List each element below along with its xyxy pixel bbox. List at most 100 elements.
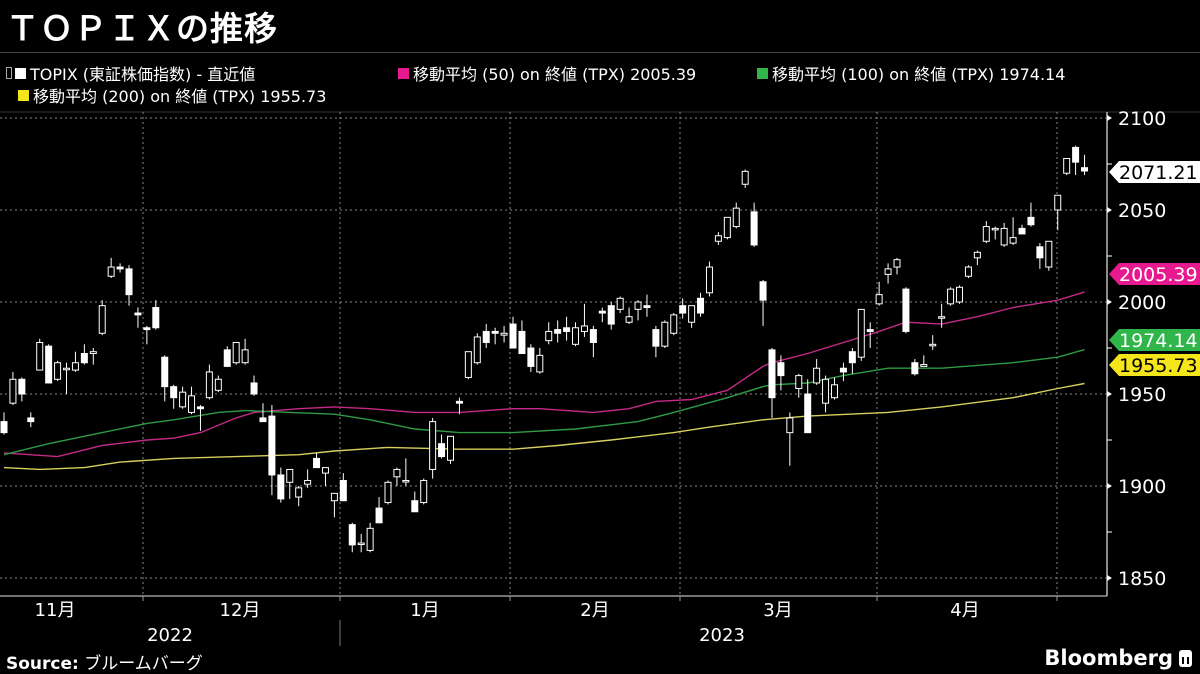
bloomberg-logo: Bloomberg xyxy=(1044,646,1192,670)
candle xyxy=(125,265,133,306)
candle-body-down xyxy=(161,356,169,388)
candle-body-up xyxy=(964,266,972,277)
candle-body-up xyxy=(991,227,999,231)
candle xyxy=(688,305,696,328)
candle-body-down xyxy=(482,330,490,343)
legend-swatch xyxy=(15,67,26,79)
candle-body-down xyxy=(125,268,133,296)
y-tick-mark xyxy=(1107,115,1112,121)
candle xyxy=(625,307,633,325)
candle-body-down xyxy=(134,312,142,316)
candle-body-up xyxy=(232,341,240,364)
candle xyxy=(536,348,544,374)
legend-label: TOPIX (東証株価指数) - 直近値 xyxy=(30,65,256,84)
candle xyxy=(643,294,651,317)
candle xyxy=(420,478,428,505)
candle-body-down xyxy=(0,421,8,434)
candle-body-up xyxy=(1045,240,1053,268)
candle xyxy=(491,327,499,345)
candle xyxy=(884,263,892,284)
candle-body-down xyxy=(527,347,535,367)
candle xyxy=(161,355,169,402)
value-tag-label: 2071.21 xyxy=(1119,162,1198,184)
candle-body-down xyxy=(277,474,285,500)
candle xyxy=(705,261,713,297)
candle xyxy=(134,307,142,328)
candle xyxy=(545,322,553,345)
candle-body-down xyxy=(563,327,571,332)
candle-body-up xyxy=(179,391,187,408)
candle-body-up xyxy=(188,395,196,413)
candle-body-down xyxy=(223,349,231,367)
candle xyxy=(589,325,597,358)
candle xyxy=(438,434,446,459)
candle xyxy=(741,169,749,188)
candle-body-up xyxy=(938,316,946,319)
candle xyxy=(384,480,392,505)
candle xyxy=(580,303,588,337)
y-tick-label: 2000 xyxy=(1118,292,1166,314)
candle xyxy=(188,386,196,415)
candle xyxy=(277,467,285,503)
candle-body-up xyxy=(9,378,17,404)
candle-body-down xyxy=(518,330,526,355)
candle-body-up xyxy=(705,266,713,294)
candle xyxy=(107,257,115,279)
candle-body-up xyxy=(893,259,901,268)
legend-swatch xyxy=(398,67,409,79)
candle xyxy=(1081,154,1089,176)
month-label: 4月 xyxy=(950,600,979,621)
value-tag-bg xyxy=(1109,161,1200,183)
candle-body-up xyxy=(1009,237,1017,244)
candle-body-up xyxy=(795,375,803,389)
candle-body-down xyxy=(196,406,204,410)
candle-body-down xyxy=(27,417,35,423)
candle-body-up xyxy=(813,367,821,384)
chart-title: ＴＯＰＩＸの推移 xyxy=(6,9,278,48)
candle xyxy=(45,344,53,384)
candle xyxy=(893,257,901,275)
candle xyxy=(938,303,946,328)
y-tick-mark xyxy=(1107,299,1112,305)
candle xyxy=(947,287,955,306)
candle-body-down xyxy=(750,211,758,246)
candle-body-up xyxy=(920,364,928,367)
candle xyxy=(956,285,964,304)
candle xyxy=(348,522,356,553)
candle xyxy=(170,384,178,409)
candle-body-up xyxy=(71,362,79,371)
month-label: 1月 xyxy=(410,600,439,621)
candle-body-down xyxy=(491,330,499,334)
candle-body-down xyxy=(438,443,446,458)
source-label: Source: xyxy=(6,654,79,674)
candle-body-up xyxy=(98,305,106,334)
candle xyxy=(80,344,88,365)
candle xyxy=(1036,243,1044,269)
legend-item-topix: TOPIX (東証株価指数) - 直近値 xyxy=(6,61,255,85)
candle xyxy=(732,202,740,229)
candle-body-up xyxy=(688,305,696,323)
year-label: 2023 xyxy=(699,625,745,646)
candle xyxy=(402,458,410,486)
candle xyxy=(321,467,329,486)
candle xyxy=(223,346,231,367)
candle xyxy=(482,324,490,348)
candle-body-up xyxy=(420,479,428,504)
candle-body-up xyxy=(572,327,580,345)
candle xyxy=(500,325,508,343)
value-tag: 1955.73 xyxy=(1109,354,1200,377)
candle-body-down xyxy=(607,305,615,325)
candle-body-down xyxy=(80,353,88,364)
candle-body-up xyxy=(89,351,97,355)
candle-body-down xyxy=(848,351,856,364)
candle xyxy=(607,302,615,330)
candle-body-down xyxy=(839,367,847,373)
candle xyxy=(786,412,794,466)
candle xyxy=(143,325,151,345)
candle-body-up xyxy=(107,266,115,277)
candle-body-up xyxy=(857,308,865,358)
candle xyxy=(768,348,776,418)
value-tag-bg xyxy=(1109,263,1200,285)
candle-body-up xyxy=(616,297,624,310)
candle xyxy=(804,379,812,434)
